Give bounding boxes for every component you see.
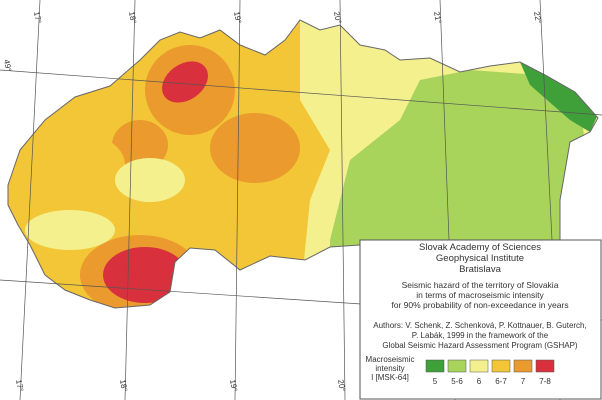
authors-line: Authors: V. Schenk, Z. Schenková, P. Kot… bbox=[373, 321, 586, 330]
longitude-label: 19° bbox=[232, 11, 243, 24]
institute-line: Bratislava bbox=[459, 264, 501, 275]
longitude-label: 22° bbox=[532, 11, 543, 24]
authors-line: P. Labák, 1999 in the framework of the bbox=[412, 331, 549, 340]
legend-swatch bbox=[491, 359, 511, 373]
authors-line: Global Seismic Hazard Assessment Program… bbox=[382, 341, 578, 350]
legend-label: 5 bbox=[433, 377, 438, 386]
title-line: Seismic hazard of the territory of Slova… bbox=[402, 280, 559, 290]
longitude-label: 17° bbox=[14, 379, 25, 392]
legend-label: 7 bbox=[521, 377, 526, 386]
legend-label: 6-7 bbox=[495, 377, 507, 386]
legend-label: 6 bbox=[477, 377, 482, 386]
legend-title: Macroseismic bbox=[366, 355, 415, 364]
longitude-label: 20° bbox=[332, 11, 343, 24]
title-line: in terms of macroseismic intensity bbox=[416, 290, 544, 300]
legend-label: 7-8 bbox=[539, 377, 551, 386]
legend-title: intensity bbox=[375, 364, 404, 373]
legend-swatch bbox=[513, 359, 533, 373]
longitude-label: 19° bbox=[228, 379, 239, 392]
title-line: for 90% probability of non-exceedance in… bbox=[391, 300, 568, 310]
institute-line: Slovak Academy of Sciences bbox=[419, 242, 541, 253]
legend-swatch bbox=[535, 359, 555, 373]
longitude-label: 20° bbox=[336, 379, 347, 392]
longitude-label: 18° bbox=[118, 379, 129, 392]
legend-swatch bbox=[469, 359, 489, 373]
legend-label: 5-6 bbox=[451, 377, 463, 386]
institute-line: Geophysical Institute bbox=[436, 253, 524, 264]
legend-swatch bbox=[447, 359, 467, 373]
info-box bbox=[359, 239, 602, 400]
border bbox=[7, 19, 599, 309]
legend-swatch bbox=[425, 359, 445, 373]
latitude-label: 49° bbox=[2, 59, 13, 72]
longitude-label: 17° bbox=[32, 11, 43, 24]
legend-title: I [MSK-64] bbox=[371, 373, 409, 382]
longitude-label: 18° bbox=[127, 11, 138, 24]
longitude-label: 21° bbox=[432, 11, 443, 24]
